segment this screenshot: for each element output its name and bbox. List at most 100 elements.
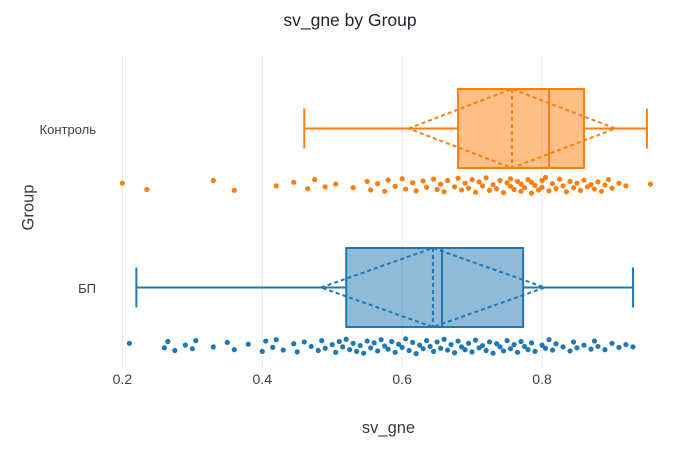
data-point[interactable]: [553, 341, 559, 347]
data-point[interactable]: [458, 187, 465, 193]
data-point[interactable]: [500, 190, 507, 196]
data-point[interactable]: [431, 176, 437, 182]
data-point[interactable]: [119, 180, 125, 186]
data-point[interactable]: [420, 178, 426, 184]
data-point[interactable]: [577, 187, 584, 193]
data-point[interactable]: [406, 347, 412, 354]
data-point[interactable]: [434, 186, 440, 193]
data-point[interactable]: [165, 338, 171, 345]
data-point[interactable]: [378, 337, 384, 343]
data-point[interactable]: [528, 179, 535, 185]
data-point[interactable]: [305, 186, 311, 192]
data-point[interactable]: [623, 342, 629, 348]
data-point[interactable]: [518, 181, 524, 187]
iqr-box[interactable]: [345, 247, 525, 328]
data-point[interactable]: [322, 345, 328, 351]
data-point[interactable]: [371, 340, 377, 346]
data-point[interactable]: [630, 344, 636, 350]
data-point[interactable]: [364, 338, 370, 344]
data-point[interactable]: [354, 348, 360, 354]
data-point[interactable]: [382, 188, 388, 194]
data-point[interactable]: [623, 183, 629, 189]
data-point[interactable]: [420, 346, 426, 352]
data-point[interactable]: [616, 180, 622, 186]
data-point[interactable]: [560, 344, 566, 350]
data-point[interactable]: [525, 177, 531, 183]
data-point[interactable]: [490, 350, 496, 356]
data-point[interactable]: [161, 345, 167, 351]
data-point[interactable]: [322, 184, 328, 190]
data-point[interactable]: [500, 348, 507, 354]
data-point[interactable]: [399, 176, 405, 182]
data-point[interactable]: [483, 347, 489, 354]
data-point[interactable]: [591, 338, 598, 344]
data-point[interactable]: [528, 190, 535, 196]
data-point[interactable]: [294, 349, 300, 355]
data-point[interactable]: [413, 188, 419, 194]
data-point[interactable]: [532, 182, 538, 189]
data-point[interactable]: [507, 183, 514, 189]
data-point[interactable]: [340, 344, 346, 350]
data-point[interactable]: [357, 342, 363, 349]
data-point[interactable]: [273, 183, 279, 189]
data-point[interactable]: [469, 349, 475, 355]
data-point[interactable]: [602, 182, 608, 188]
data-point[interactable]: [539, 184, 545, 190]
data-point[interactable]: [413, 351, 419, 357]
data-point[interactable]: [350, 185, 356, 191]
data-point[interactable]: [535, 187, 542, 193]
data-point[interactable]: [574, 345, 580, 351]
data-point[interactable]: [542, 174, 549, 180]
data-point[interactable]: [486, 187, 493, 193]
data-point[interactable]: [434, 339, 440, 345]
data-point[interactable]: [375, 181, 381, 187]
data-point[interactable]: [609, 185, 615, 191]
data-point[interactable]: [403, 186, 409, 192]
data-point[interactable]: [497, 177, 503, 184]
data-point[interactable]: [451, 350, 458, 356]
data-point[interactable]: [410, 180, 416, 186]
data-point[interactable]: [441, 336, 447, 342]
data-point[interactable]: [444, 347, 451, 353]
data-point[interactable]: [364, 178, 370, 184]
data-point[interactable]: [270, 344, 276, 350]
data-point[interactable]: [546, 337, 552, 343]
data-point[interactable]: [525, 347, 531, 353]
data-point[interactable]: [438, 345, 444, 351]
data-point[interactable]: [479, 342, 486, 349]
data-point[interactable]: [431, 348, 437, 354]
data-point[interactable]: [451, 184, 458, 190]
data-point[interactable]: [479, 183, 486, 189]
data-point[interactable]: [493, 186, 500, 192]
data-point[interactable]: [514, 178, 521, 184]
data-point[interactable]: [458, 344, 465, 350]
data-point[interactable]: [574, 180, 580, 186]
data-point[interactable]: [375, 348, 381, 354]
data-point[interactable]: [486, 339, 493, 345]
data-point[interactable]: [424, 338, 430, 344]
data-point[interactable]: [567, 178, 573, 184]
data-point[interactable]: [245, 341, 251, 347]
data-point[interactable]: [350, 340, 356, 346]
data-point[interactable]: [518, 338, 524, 345]
data-point[interactable]: [424, 184, 430, 190]
data-point[interactable]: [280, 347, 286, 353]
data-point[interactable]: [333, 349, 339, 355]
data-point[interactable]: [539, 177, 545, 184]
data-point[interactable]: [361, 350, 367, 356]
data-point[interactable]: [532, 348, 538, 354]
data-point[interactable]: [493, 341, 500, 347]
data-point[interactable]: [336, 338, 342, 345]
data-point[interactable]: [465, 340, 472, 346]
data-point[interactable]: [396, 341, 402, 347]
data-point[interactable]: [263, 338, 269, 344]
data-point[interactable]: [563, 189, 570, 195]
data-point[interactable]: [616, 344, 622, 350]
data-point[interactable]: [549, 181, 556, 187]
data-point[interactable]: [291, 179, 297, 185]
data-point[interactable]: [539, 342, 545, 348]
data-point[interactable]: [392, 349, 398, 355]
data-point[interactable]: [392, 183, 398, 189]
data-point[interactable]: [210, 344, 216, 350]
data-point[interactable]: [368, 187, 374, 193]
